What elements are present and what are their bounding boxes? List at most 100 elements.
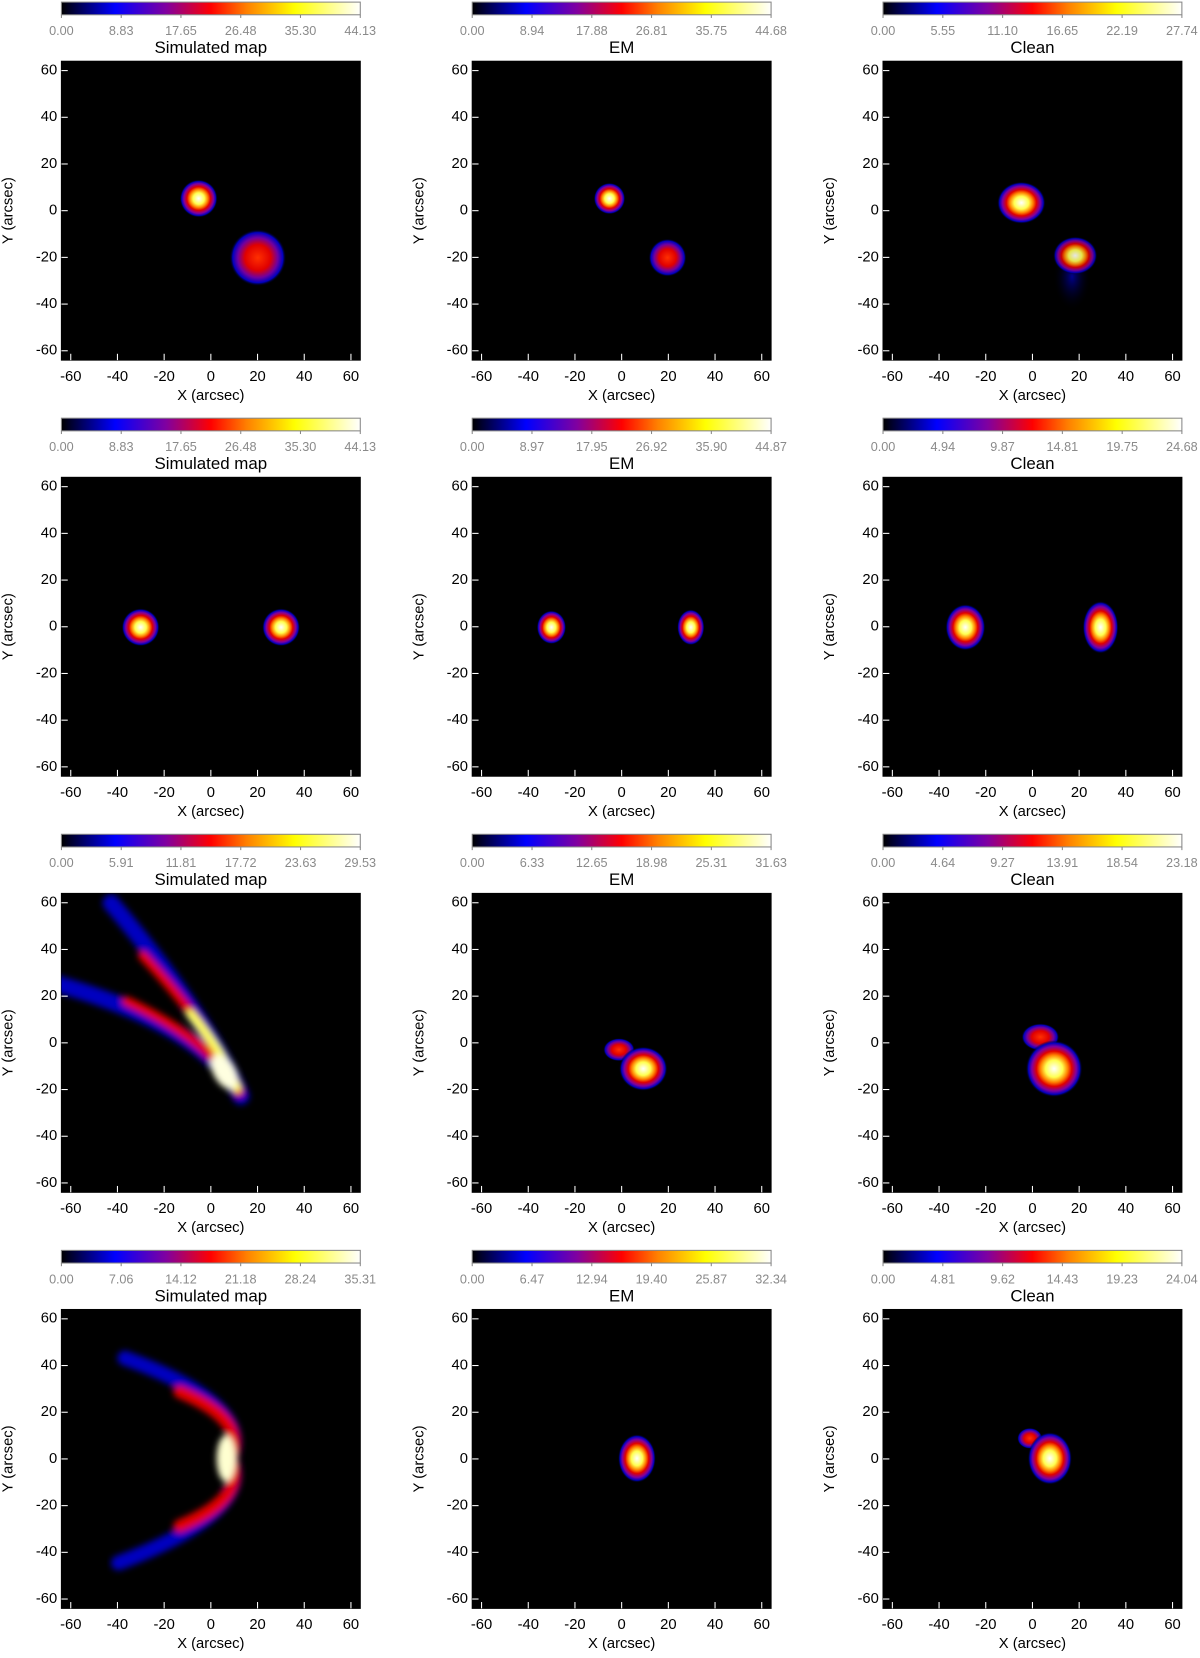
- x-tick-label: 60: [343, 1201, 359, 1217]
- x-axis-label: X (arcsec): [588, 804, 655, 820]
- x-tick-label: 40: [707, 1201, 723, 1217]
- x-tick-label: -20: [975, 1617, 996, 1633]
- y-tick-label: -60: [447, 1175, 468, 1191]
- colorbar: [882, 833, 1183, 848]
- colorbar-tick-label: 11.81: [166, 856, 197, 870]
- y-tick-label: 20: [41, 156, 57, 172]
- x-axis-label: X (arcsec): [999, 1636, 1066, 1652]
- x-tick-label: 40: [296, 369, 312, 385]
- x-tick-label: 0: [1028, 369, 1036, 385]
- x-axis-label: X (arcsec): [177, 1220, 244, 1236]
- x-tick-label: 40: [1118, 1617, 1134, 1633]
- colorbar-tick-label: 29.53: [344, 856, 376, 870]
- y-tick-label: 60: [862, 479, 878, 495]
- x-tick-label: -60: [471, 1617, 492, 1633]
- y-tick-label: 60: [862, 62, 878, 78]
- blob: [677, 609, 705, 646]
- blob: [593, 182, 626, 215]
- x-tick-label: 20: [249, 369, 265, 385]
- colorbar-tick-label: 35.75: [696, 24, 728, 38]
- y-tick-label: -40: [36, 1128, 57, 1144]
- x-tick-label: 40: [296, 1617, 312, 1633]
- x-tick-label: 40: [1118, 785, 1134, 801]
- colorbar-tick-label: 24.68: [1166, 440, 1198, 454]
- x-tick-label: 20: [1071, 1617, 1087, 1633]
- x-tick-label: -60: [471, 785, 492, 801]
- colorbar-tick-label: 12.65: [576, 856, 608, 870]
- colorbar-tick-label: 25.31: [696, 856, 728, 870]
- y-tick-label: 60: [41, 479, 57, 495]
- y-tick-label: 20: [862, 572, 878, 588]
- x-tick-label: -40: [928, 1617, 949, 1633]
- x-tick-label: 0: [207, 1201, 215, 1217]
- y-tick-label: 0: [460, 619, 468, 635]
- y-tick-label: 20: [862, 988, 878, 1004]
- y-tick-label: 60: [41, 895, 57, 911]
- x-tick-label: 0: [207, 785, 215, 801]
- blob: [617, 1434, 656, 1483]
- colorbar-tick-label: 0.00: [871, 24, 896, 38]
- x-tick-label: -20: [153, 369, 174, 385]
- colorbar-tick-label: 26.48: [225, 24, 257, 38]
- x-tick-label: 0: [618, 369, 626, 385]
- y-tick-label: 20: [452, 572, 468, 588]
- x-tick-label: 40: [296, 785, 312, 801]
- x-tick-label: 40: [1118, 369, 1134, 385]
- y-tick-label: 40: [452, 109, 468, 125]
- y-axis-label: Y (arcsec): [1, 1009, 17, 1076]
- colorbar-tick-label: 9.62: [990, 1272, 1015, 1286]
- colorbar-tick-label: 0.00: [460, 856, 485, 870]
- colorbar-tick-label: 11.10: [987, 24, 1018, 38]
- colorbar-tick-label: 0.00: [49, 1272, 74, 1286]
- emission-image: [61, 179, 1119, 1571]
- y-tick-label: 40: [862, 941, 878, 957]
- y-tick-label: 60: [41, 62, 57, 78]
- x-axis-label: X (arcsec): [177, 1636, 244, 1652]
- x-tick-label: -40: [107, 1201, 128, 1217]
- x-tick-label: -40: [107, 369, 128, 385]
- y-tick-label: -40: [447, 296, 468, 312]
- y-tick-label: -40: [447, 1544, 468, 1560]
- y-axis-label: Y (arcsec): [411, 1009, 427, 1076]
- y-tick-label: -60: [447, 759, 468, 775]
- y-tick-label: 0: [871, 1451, 879, 1467]
- blob: [1053, 236, 1098, 275]
- colorbar-tick-label: 9.27: [990, 856, 1015, 870]
- x-tick-label: -60: [60, 369, 81, 385]
- blob: [1027, 1432, 1073, 1485]
- y-tick-label: 60: [452, 1311, 468, 1327]
- panel-title: EM: [609, 870, 634, 889]
- panel-title: Clean: [1010, 454, 1054, 473]
- blob: [1082, 600, 1119, 654]
- colorbar: [471, 1249, 772, 1264]
- x-tick-label: -20: [153, 785, 174, 801]
- colorbar-tick-label: 17.95: [576, 440, 608, 454]
- y-tick-label: -20: [447, 1498, 468, 1514]
- colorbar-tick-label: 28.24: [285, 1272, 317, 1286]
- y-tick-label: -20: [857, 665, 878, 681]
- x-tick-label: -40: [107, 1617, 128, 1633]
- y-tick-label: -40: [36, 296, 57, 312]
- x-tick-label: -40: [107, 785, 128, 801]
- x-tick-label: 0: [1028, 785, 1036, 801]
- colorbar-tick-label: 18.98: [636, 856, 668, 870]
- x-tick-label: -20: [153, 1201, 174, 1217]
- y-tick-label: 60: [862, 1311, 878, 1327]
- y-tick-label: 0: [871, 203, 879, 219]
- y-tick-label: -60: [857, 1175, 878, 1191]
- colorbar-tick-label: 17.88: [576, 24, 608, 38]
- x-tick-label: -40: [928, 1201, 949, 1217]
- x-tick-label: -20: [564, 1617, 585, 1633]
- y-tick-label: 60: [452, 895, 468, 911]
- colorbar-tick-label: 31.63: [755, 856, 787, 870]
- panel-title: EM: [609, 38, 634, 57]
- y-tick-label: 0: [49, 1035, 57, 1051]
- colorbar-tick-label: 12.94: [576, 1272, 608, 1286]
- colorbar-tick-label: 14.43: [1047, 1272, 1079, 1286]
- panel-title: Clean: [1010, 38, 1054, 57]
- y-tick-label: 40: [862, 109, 878, 125]
- y-tick-label: -40: [36, 1544, 57, 1560]
- plot-area: [471, 476, 772, 777]
- y-tick-label: -60: [447, 1591, 468, 1607]
